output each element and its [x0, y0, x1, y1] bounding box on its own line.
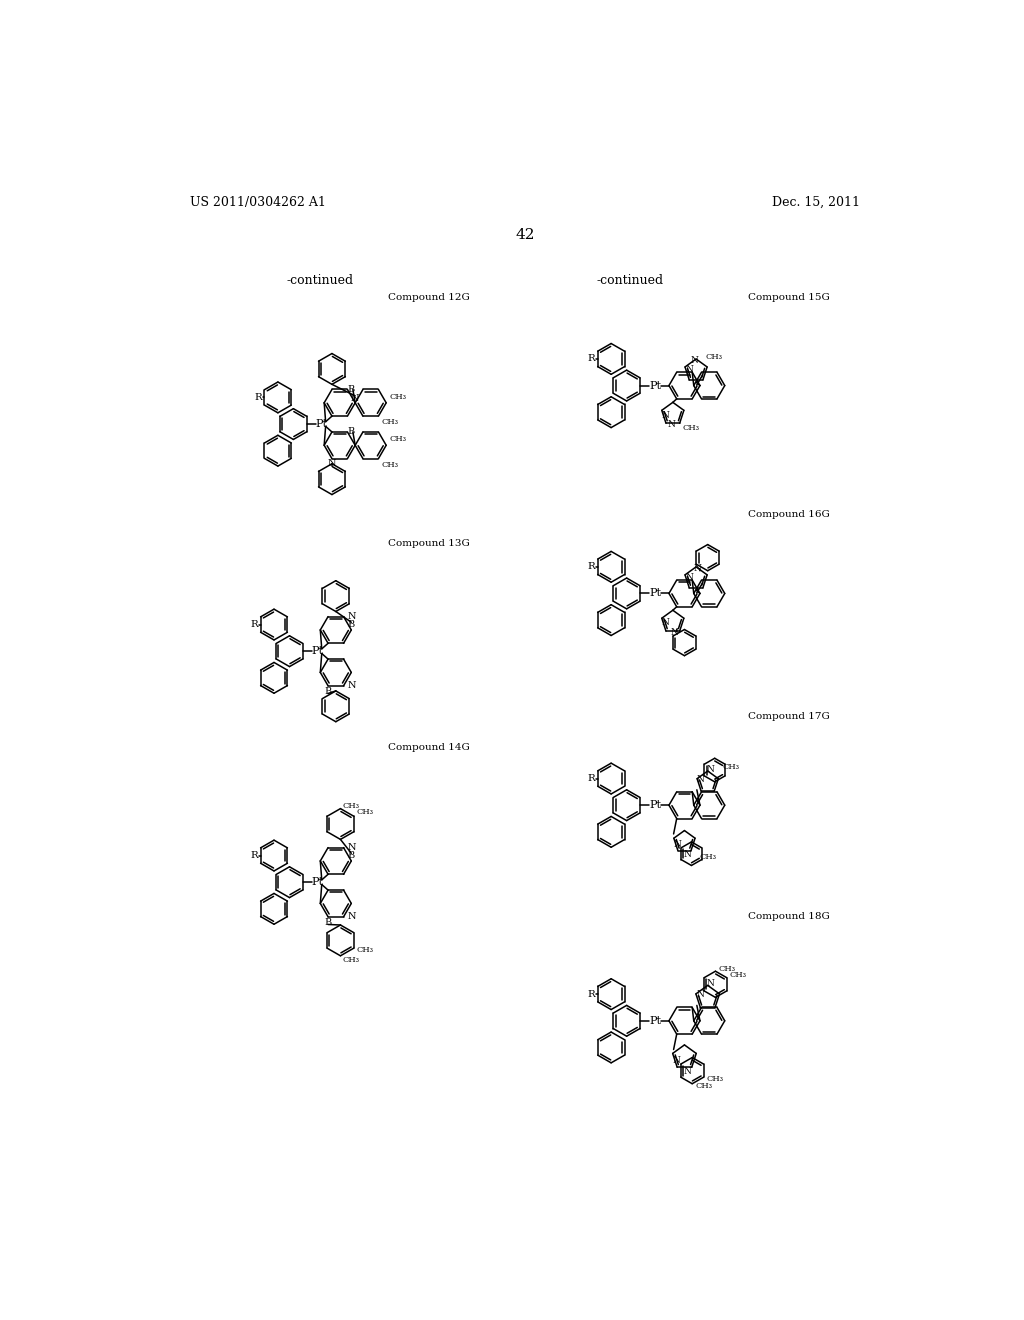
Text: Pt: Pt: [649, 1016, 662, 1026]
Text: R: R: [588, 562, 595, 572]
Text: Pt: Pt: [312, 647, 324, 656]
Text: N: N: [683, 850, 691, 858]
Text: B: B: [325, 686, 332, 696]
Text: CH₃: CH₃: [382, 418, 398, 426]
Text: N: N: [347, 912, 356, 921]
Text: Compound 15G: Compound 15G: [748, 293, 829, 302]
Text: CH₃: CH₃: [730, 972, 746, 979]
Text: R: R: [254, 393, 262, 401]
Text: Compound 12G: Compound 12G: [388, 293, 469, 302]
Text: CH₃: CH₃: [699, 853, 716, 861]
Text: CH₃: CH₃: [356, 946, 373, 954]
Text: N: N: [696, 775, 705, 784]
Text: B: B: [347, 385, 354, 393]
Text: Pt: Pt: [315, 418, 328, 429]
Text: -continued: -continued: [287, 273, 353, 286]
Text: Compound 14G: Compound 14G: [388, 743, 469, 752]
Text: CH₃: CH₃: [343, 956, 359, 964]
Text: N: N: [668, 420, 676, 429]
Text: 42: 42: [515, 228, 535, 243]
Text: -continued: -continued: [597, 273, 664, 286]
Text: N: N: [662, 619, 670, 627]
Text: B: B: [325, 917, 332, 927]
Text: US 2011/0304262 A1: US 2011/0304262 A1: [190, 195, 326, 209]
Text: N: N: [347, 612, 356, 622]
Text: N: N: [685, 364, 693, 374]
Text: R: R: [251, 620, 258, 630]
Text: CH₃: CH₃: [707, 1076, 724, 1084]
Text: R: R: [588, 774, 595, 783]
Text: N: N: [670, 628, 678, 636]
Text: Compound 16G: Compound 16G: [748, 511, 829, 519]
Text: CH₃: CH₃: [389, 392, 407, 400]
Text: N: N: [693, 564, 701, 573]
Text: Compound 18G: Compound 18G: [748, 912, 829, 921]
Text: N: N: [707, 766, 715, 774]
Text: N: N: [662, 411, 670, 420]
Text: N: N: [685, 573, 693, 582]
Text: Compound 13G: Compound 13G: [388, 539, 469, 548]
Text: CH₃: CH₃: [343, 803, 359, 810]
Text: Dec. 15, 2011: Dec. 15, 2011: [772, 195, 859, 209]
Text: Pt: Pt: [649, 589, 662, 598]
Text: CH₃: CH₃: [683, 424, 699, 432]
Text: N: N: [684, 1067, 691, 1076]
Text: Pt: Pt: [649, 380, 662, 391]
Text: B: B: [348, 851, 355, 861]
Text: N: N: [691, 355, 698, 364]
Text: CH₃: CH₃: [356, 808, 373, 817]
Text: N: N: [696, 990, 703, 999]
Text: N: N: [673, 1056, 681, 1065]
Text: CH₃: CH₃: [382, 461, 398, 469]
Text: Pt: Pt: [649, 800, 662, 810]
Text: B: B: [348, 620, 355, 630]
Text: Pt: Pt: [312, 878, 324, 887]
Text: CH₃: CH₃: [695, 1082, 713, 1090]
Text: R: R: [588, 354, 595, 363]
Text: Compound 17G: Compound 17G: [748, 713, 829, 721]
Text: B: B: [347, 428, 354, 437]
Text: CH₃: CH₃: [722, 763, 739, 771]
Text: N: N: [351, 393, 359, 403]
Text: R: R: [588, 990, 595, 999]
Text: N: N: [674, 840, 681, 849]
Text: N: N: [707, 979, 715, 989]
Text: N: N: [347, 681, 356, 690]
Text: R: R: [251, 851, 258, 861]
Text: CH₃: CH₃: [389, 436, 407, 444]
Text: CH₃: CH₃: [706, 352, 723, 360]
Text: N: N: [347, 843, 356, 853]
Text: CH₃: CH₃: [719, 965, 735, 973]
Text: N: N: [328, 459, 336, 467]
